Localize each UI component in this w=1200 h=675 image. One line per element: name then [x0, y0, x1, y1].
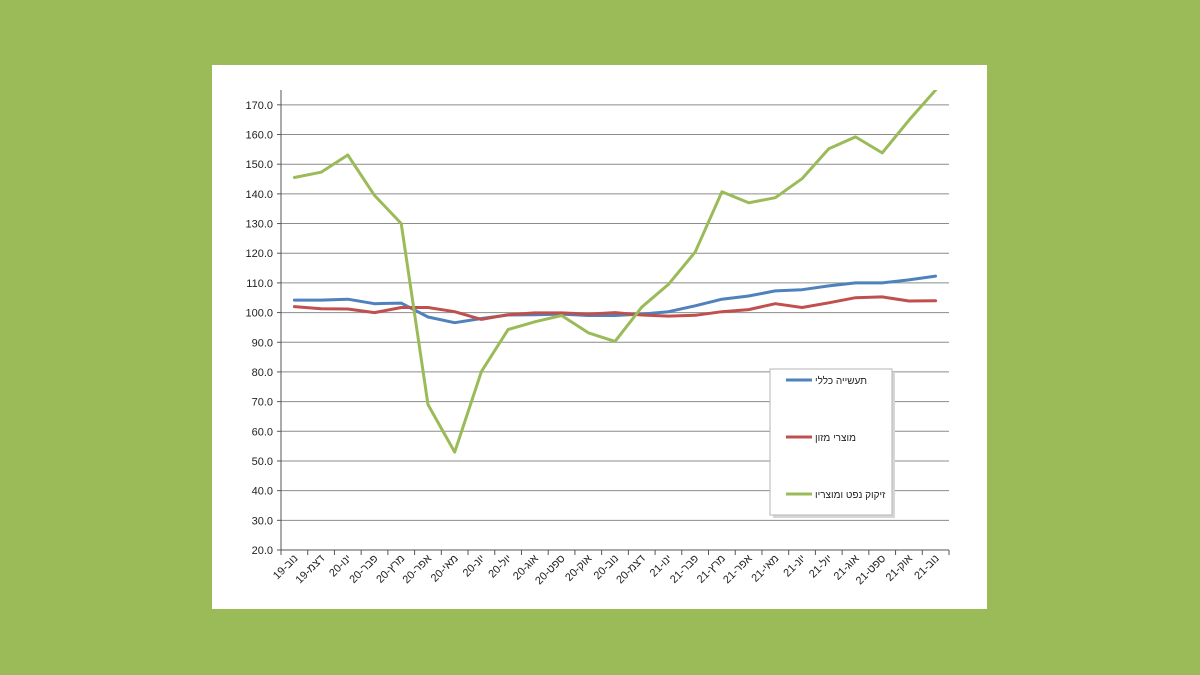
- x-tick-label: אפר-21: [721, 553, 755, 587]
- x-tick-label: פבר-20: [347, 552, 380, 585]
- y-tick-label: 70.0: [252, 397, 273, 409]
- x-tick-label: נוב-21: [912, 553, 941, 582]
- y-tick-label: 30.0: [252, 515, 273, 527]
- y-tick-label: 130.0: [245, 219, 273, 231]
- x-tick-label: פבר-21: [668, 552, 701, 585]
- x-tick-label: יונ-21: [781, 553, 808, 580]
- x-tick-label: אוק-21: [884, 553, 915, 584]
- legend-label: מוצרי מזון: [815, 433, 856, 444]
- legend-label: זיקוק נפט ומוצריו: [815, 490, 886, 501]
- y-tick-label: 110.0: [246, 278, 273, 290]
- legend-label: תעשייה כללי: [815, 375, 867, 387]
- gridlines: [281, 104, 949, 521]
- y-tick-label: 150.0: [245, 159, 273, 171]
- y-tick-label: 60.0: [252, 426, 273, 438]
- y-tick-label: 160.0: [245, 130, 273, 142]
- y-tick-label: 50.0: [252, 456, 273, 468]
- x-tick-label: אוק-20: [563, 553, 594, 584]
- x-tick-label: יול-21: [806, 552, 835, 581]
- x-tick-label: יול-20: [486, 552, 515, 581]
- y-tick-label: 140.0: [245, 189, 273, 201]
- y-tick-label: 20.0: [252, 545, 273, 557]
- series-lines: [292, 90, 938, 454]
- y-tick-label: 40.0: [252, 486, 273, 498]
- x-tick-label: מאי-20: [429, 553, 461, 585]
- x-tick-label: מאי-21: [749, 553, 781, 585]
- chart-card: 20.0 30.0 40.0 50.0 60.0 70.0 80.0 90.0 100.0 110…: [212, 65, 987, 609]
- x-tick-label: אפר-20: [401, 553, 435, 587]
- y-tick-label: 170.0: [245, 100, 273, 112]
- series-line-2: [292, 295, 938, 321]
- axes: [277, 90, 950, 555]
- y-tick-label: 120.0: [245, 248, 273, 260]
- x-tick-label: ספט-21: [854, 553, 889, 588]
- series-line-3: [292, 90, 938, 454]
- line-chart: 20.0 30.0 40.0 50.0 60.0 70.0 80.0 90.0 100.0 110…: [245, 90, 950, 587]
- y-tick-label: 90.0: [252, 337, 273, 349]
- y-tick-label: 80.0: [252, 367, 273, 379]
- x-tick-label: דצמ-20: [614, 553, 648, 587]
- y-tick-labels: 20.0 30.0 40.0 50.0 60.0 70.0 80.0 90.0 100.0 110…: [245, 100, 273, 557]
- legend: תעשייה כללי מוצרי מזון זיקוק נפט ומוצריו: [769, 368, 895, 518]
- x-tick-label: יונ-20: [461, 553, 488, 580]
- y-tick-label: 100.0: [245, 308, 273, 320]
- x-tick-label: ספט-20: [533, 553, 568, 588]
- series-line-1: [292, 274, 938, 325]
- legend-box: [769, 368, 893, 516]
- x-tick-label: דצמ-19: [294, 553, 328, 587]
